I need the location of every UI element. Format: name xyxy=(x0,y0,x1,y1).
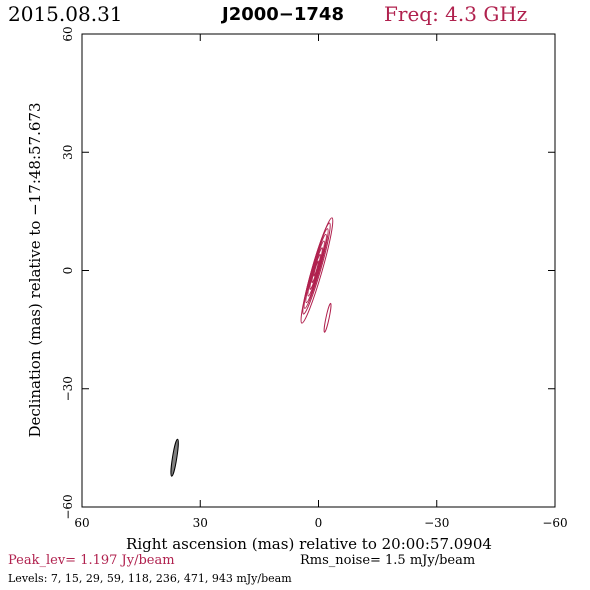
contour-lines xyxy=(300,217,334,333)
x-tick-label: −60 xyxy=(542,516,567,530)
contour-line xyxy=(311,253,321,284)
frequency-label: Freq: 4.3 GHz xyxy=(384,2,528,26)
observation-date: 2015.08.31 xyxy=(8,2,123,26)
y-tick-label: 30 xyxy=(61,145,75,160)
x-tick-label: 30 xyxy=(193,516,208,530)
x-axis-label: Right ascension (mas) relative to 20:00:… xyxy=(126,535,492,553)
y-tick-label: 60 xyxy=(61,26,75,41)
x-tick-label: −30 xyxy=(424,516,449,530)
contour-line xyxy=(309,247,323,290)
y-tick-label: −30 xyxy=(61,376,75,401)
contour-line xyxy=(307,240,325,297)
y-axis-label: Declination (mas) relative to −17:48:57.… xyxy=(26,102,44,437)
contour-line xyxy=(305,233,327,304)
peak-level: Peak_lev= 1.197 Jy/beam xyxy=(8,553,175,568)
y-tick-label: 0 xyxy=(61,267,75,275)
rms-noise: Rms_noise= 1.5 mJy/beam xyxy=(300,553,476,568)
source-name: J2000−1748 xyxy=(222,4,344,25)
x-tick-label: 60 xyxy=(74,516,89,530)
contour-line xyxy=(313,260,319,277)
beam-shape xyxy=(170,438,179,477)
beam-ellipse xyxy=(170,438,179,477)
contour-levels: Levels: 7, 15, 29, 59, 118, 236, 471, 94… xyxy=(8,572,292,585)
contour-line xyxy=(303,228,329,309)
axis-ticks xyxy=(81,33,556,508)
contour-line xyxy=(323,302,332,333)
x-tick-label: 0 xyxy=(315,516,323,530)
y-tick-label: −60 xyxy=(61,494,75,519)
